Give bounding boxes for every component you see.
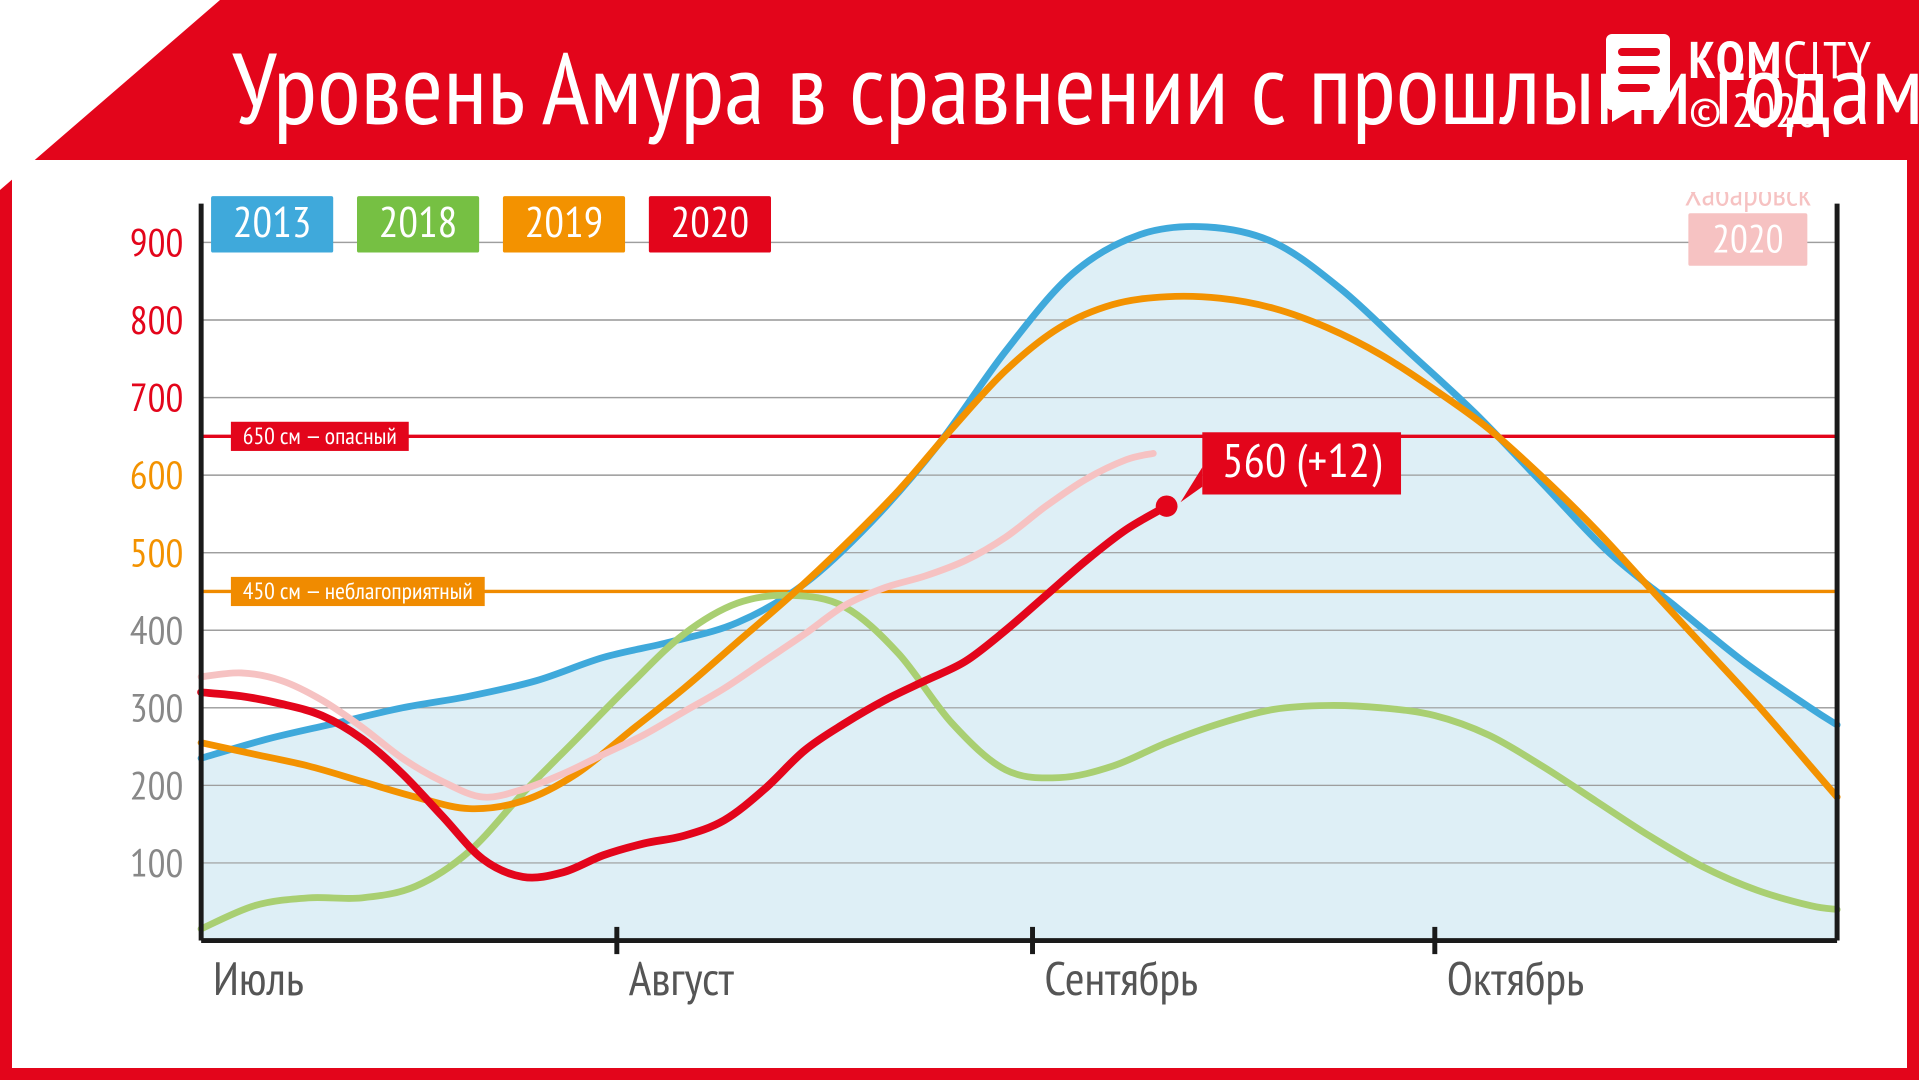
header-bar: Уровень Амура в сравнении с прошлыми год… <box>12 12 1907 160</box>
header-diagonal-cut <box>0 0 220 190</box>
y-axis-tick: 700 <box>130 372 184 422</box>
legend-label: 2018 <box>379 193 458 248</box>
legend-label: 2019 <box>525 193 604 248</box>
y-axis-tick: 900 <box>130 216 184 266</box>
y-axis-tick: 400 <box>130 604 184 654</box>
y-axis-tick: 100 <box>130 837 184 887</box>
x-axis-month: Октябрь <box>1447 948 1584 1008</box>
frame: Уровень Амура в сравнении с прошлыми год… <box>0 0 1919 1080</box>
x-axis-month: Сентябрь <box>1044 948 1198 1008</box>
secondary-legend-year: 2020 <box>1712 213 1783 263</box>
brand-year: © 2020 <box>1688 86 1873 134</box>
x-axis-month: Август <box>629 948 735 1008</box>
chart-area: Июль Август Сентябрь Октябрь 100 200 300 400 500… <box>102 192 1847 1028</box>
y-axis-tick: 300 <box>130 682 184 732</box>
y-axis-tick: 600 <box>130 449 184 499</box>
legend-label: 2020 <box>671 193 750 248</box>
brand-logo-icon <box>1602 34 1670 122</box>
x-axis-month: Июль <box>213 948 304 1008</box>
line-chart: Июль Август Сентябрь Октябрь 100 200 300 400 500… <box>102 192 1847 1028</box>
legend-label: 2013 <box>233 193 312 248</box>
brand-block: KOMCITY © 2020 <box>1602 34 1873 134</box>
callout-text: 560 (+12) <box>1222 430 1381 490</box>
threshold-label: 450 см — неблагоприятный <box>243 575 473 606</box>
y-axis-tick: 800 <box>130 294 184 344</box>
threshold-label: 650 см — опасный <box>243 420 397 451</box>
y-axis-tick: 500 <box>130 527 184 577</box>
y-axis-tick: 200 <box>130 759 184 809</box>
